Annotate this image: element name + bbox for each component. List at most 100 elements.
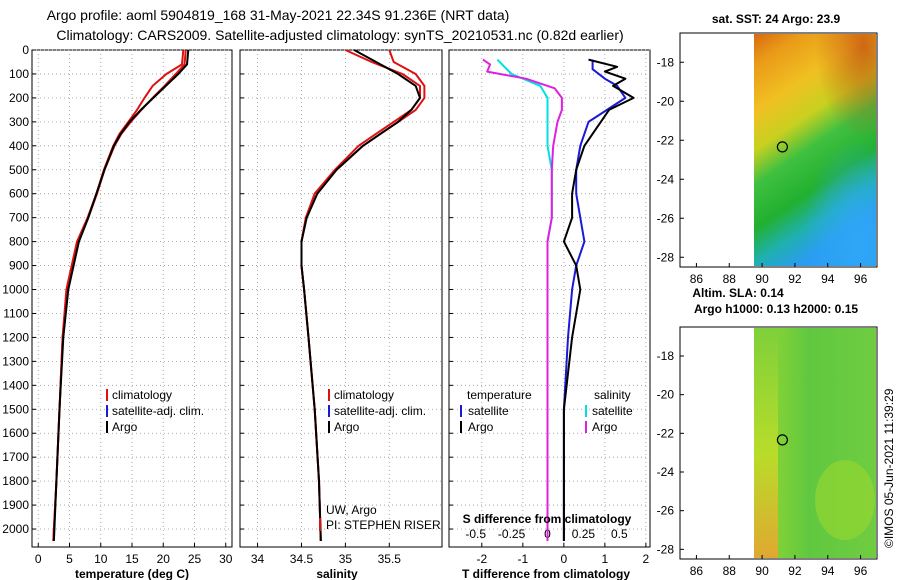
temperature-grid xyxy=(32,49,232,547)
series-line-argo xyxy=(52,49,190,542)
depth-tick-label: 1400 xyxy=(2,378,29,392)
map-x-tick-label: 92 xyxy=(788,564,802,578)
depth-tick-label: 700 xyxy=(9,211,29,225)
temperature-panel: 0100200300400500600700800900100011001200… xyxy=(2,43,232,580)
map-x-tick-label: 90 xyxy=(755,564,769,578)
map-x-tick-label: 86 xyxy=(690,564,704,578)
s-difference-tick-label: -0.25 xyxy=(498,527,526,541)
temperature-series xyxy=(52,49,190,542)
map-x-tick-label: 94 xyxy=(821,272,835,286)
principal-investigator-note: PI: STEPHEN RISER xyxy=(326,518,441,532)
legend-label-argo: Argo xyxy=(112,420,138,434)
x-tick-label: 25 xyxy=(188,552,202,566)
difference-panel: -2 -1 0 1 2 -0.5 -0.25 0 0.25 0.5 T difference f… xyxy=(448,49,651,580)
depth-tick-label: 1900 xyxy=(2,498,29,512)
depth-tick-label: 600 xyxy=(9,187,29,201)
map-y-tick-label: -28 xyxy=(657,542,675,556)
salinity-panel: 34 34.5 35 35.5 salinity climatology satell… xyxy=(239,49,443,580)
map-x-tick-label: 94 xyxy=(821,564,835,578)
temperature-legend: climatology satellite-adj. clim. Argo xyxy=(106,388,204,434)
sla-high-patch xyxy=(815,460,875,540)
map-x-tick-label: 86 xyxy=(690,272,704,286)
salinity-legend: climatology satellite-adj. clim. Argo xyxy=(328,388,426,434)
depth-tick-label: 1700 xyxy=(2,450,29,464)
legend-title-temperature: temperature xyxy=(467,388,532,402)
legend-label-satellite: satellite-adj. clim. xyxy=(334,404,426,418)
map-y-tick-label: -22 xyxy=(657,133,675,147)
map-x-tick-label: 90 xyxy=(755,272,769,286)
depth-tick-label: 2000 xyxy=(2,522,29,536)
map-y-tick-label: -18 xyxy=(657,55,675,69)
map-x-tick-label: 92 xyxy=(788,272,802,286)
depth-tick-label: 1200 xyxy=(2,330,29,344)
map-y-tick-label: -28 xyxy=(657,250,675,264)
temperature-axis-label: temperature (deg C) xyxy=(75,567,189,580)
legend-label-climatology: climatology xyxy=(334,388,394,402)
x-tick-label: 10 xyxy=(94,552,108,566)
sla-map-title-line1: Altim. SLA: 0.14 xyxy=(692,286,784,300)
x-tick-label: 0 xyxy=(561,552,568,566)
x-tick-label: 35 xyxy=(339,552,353,566)
map-x-tick-label: 88 xyxy=(723,272,737,286)
x-tick-label: 35.5 xyxy=(378,552,402,566)
legend-label-argo: Argo xyxy=(334,420,360,434)
depth-tick-label: 1300 xyxy=(2,354,29,368)
sla-map-panel: Altim. SLA: 0.14 Argo h1000: 0.13 h2000:… xyxy=(657,286,878,578)
legend-label-t-argo: Argo xyxy=(468,420,494,434)
salinity-series xyxy=(300,49,426,542)
map-y-tick-label: -26 xyxy=(657,504,675,518)
salinity-axis-label: salinity xyxy=(316,567,358,580)
x-tick-label: 0 xyxy=(35,552,42,566)
depth-tick-label: 0 xyxy=(22,43,29,57)
x-tick-label: 30 xyxy=(219,552,233,566)
depth-tick-label: 1600 xyxy=(2,426,29,440)
x-tick-label: 2 xyxy=(643,552,650,566)
difference-grid xyxy=(449,49,650,547)
legend-title-salinity: salinity xyxy=(594,388,631,402)
map-y-tick-label: -22 xyxy=(657,426,675,440)
x-tick-label: 1 xyxy=(602,552,609,566)
depth-tick-label: 1000 xyxy=(2,283,29,297)
legend-label-satellite: satellite-adj. clim. xyxy=(112,404,204,418)
map-y-tick-label: -24 xyxy=(657,465,675,479)
map-x-tick-label: 96 xyxy=(854,564,868,578)
sst-cool-patch xyxy=(754,34,876,266)
depth-tick-label: 300 xyxy=(9,115,29,129)
depth-tick-label: 200 xyxy=(9,91,29,105)
series-line-argo xyxy=(300,49,421,542)
map-x-tick-label: 88 xyxy=(723,564,737,578)
depth-tick-label: 1100 xyxy=(3,306,29,320)
data-source-note: UW, Argo xyxy=(326,503,377,517)
x-tick-label: 5 xyxy=(66,552,73,566)
t-difference-axis-label: T difference from climatology xyxy=(462,567,630,580)
difference-series xyxy=(482,58,635,541)
depth-tick-label: 1800 xyxy=(2,474,29,488)
sst-map-title: sat. SST: 24 Argo: 23.9 xyxy=(712,12,841,26)
sla-map-ticks: 86 88 90 92 94 96 -18 -20 -22 -24 -26 -28 xyxy=(657,349,868,578)
s-difference-axis-label: S difference from climatology xyxy=(463,512,632,526)
t-difference-axis-ticks: -2 -1 0 1 2 xyxy=(476,552,649,566)
salinity-axis-ticks: 34 34.5 35 35.5 xyxy=(251,552,401,566)
sla-argo-location-marker xyxy=(776,434,789,446)
map-y-tick-label: -26 xyxy=(657,211,675,225)
legend-label-s-argo: Argo xyxy=(592,420,618,434)
difference-legend: temperature satellite Argo salinity sate… xyxy=(460,388,633,434)
series-line-s-argo xyxy=(482,58,563,541)
x-tick-label: 34 xyxy=(251,552,265,566)
depth-tick-label: 800 xyxy=(9,235,29,249)
x-tick-label: -2 xyxy=(476,552,487,566)
sst-map-panel: sat. SST: 24 Argo: 23.9 86 88 90 92 94 96 -18 -… xyxy=(657,12,878,286)
depth-tick-label: 500 xyxy=(9,163,29,177)
salinity-plot-frame xyxy=(239,49,443,548)
footer-timestamp: ©IMOS 05-Jun-2021 11:39:29 xyxy=(882,388,896,548)
salinity-grid xyxy=(240,49,442,547)
map-y-tick-label: -18 xyxy=(657,349,675,363)
temperature-axis-ticks: 0 5 10 15 20 25 30 xyxy=(35,552,233,566)
x-tick-label: 20 xyxy=(157,552,171,566)
x-tick-label: -1 xyxy=(518,552,529,566)
sla-coastal-band xyxy=(754,328,778,558)
legend-label-s-satellite: satellite xyxy=(592,404,633,418)
s-difference-tick-label: 0.5 xyxy=(611,527,628,541)
sla-map-title-line2: Argo h1000: 0.13 h2000: 0.15 xyxy=(694,302,858,316)
